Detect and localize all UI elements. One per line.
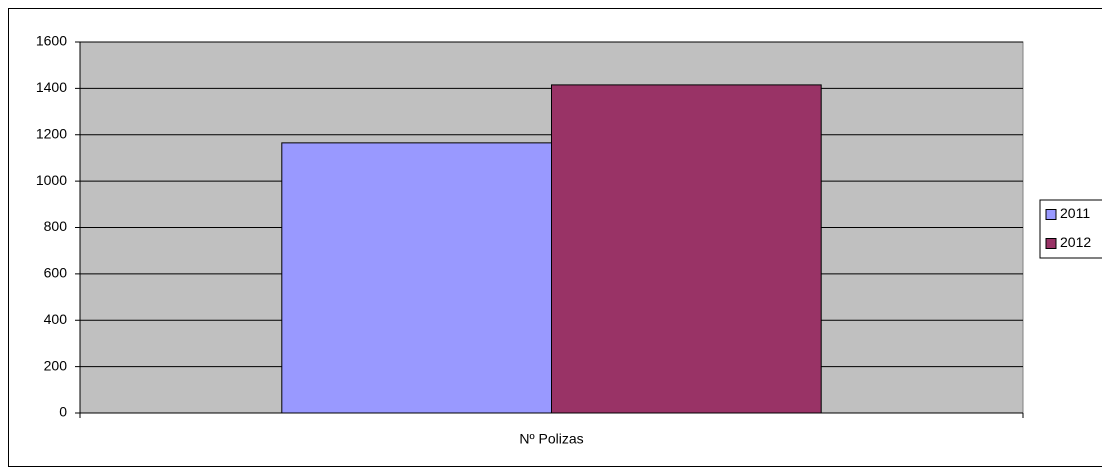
bar: [551, 84, 822, 414]
legend-swatch: [1045, 209, 1057, 220]
legend-swatch: [1045, 238, 1057, 249]
y-tick-label: 1600: [36, 33, 67, 49]
y-tick-label: 400: [44, 311, 68, 327]
y-tick-label: 800: [44, 218, 68, 234]
y-tick-label: 600: [44, 265, 68, 281]
y-tick-label: 0: [59, 404, 67, 420]
legend-label: 2011: [1060, 205, 1090, 221]
x-tick-label: Nº Polizas: [519, 431, 583, 447]
y-tick-label: 1000: [36, 172, 67, 188]
legend-label: 2012: [1060, 234, 1091, 250]
y-tick-label: 200: [44, 357, 68, 373]
y-tick-label: 1200: [36, 125, 67, 141]
bar: [281, 142, 552, 414]
y-tick-label: 1400: [36, 79, 67, 95]
